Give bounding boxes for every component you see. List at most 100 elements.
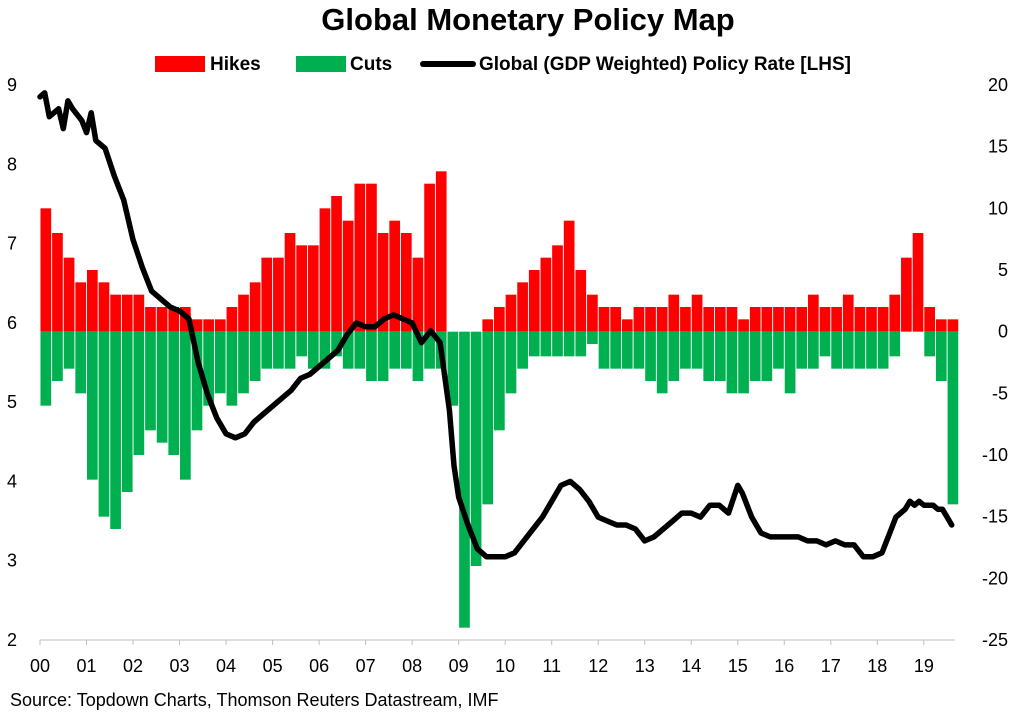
y-left-tick-label: 2 bbox=[7, 630, 17, 650]
x-tick-label: 02 bbox=[123, 656, 143, 676]
hikes-bar bbox=[86, 270, 98, 332]
hikes-bar bbox=[517, 282, 528, 332]
cuts-bar bbox=[633, 331, 645, 369]
hikes-bar bbox=[145, 307, 156, 332]
y-left-tick-label: 6 bbox=[7, 313, 17, 333]
cuts-bar bbox=[133, 331, 145, 455]
hikes-bar bbox=[633, 307, 645, 332]
x-tick-label: 19 bbox=[914, 656, 934, 676]
cuts-bar bbox=[575, 331, 587, 357]
cuts-bar bbox=[238, 331, 249, 394]
hikes-bar bbox=[284, 233, 296, 332]
cuts-bar bbox=[63, 331, 75, 369]
legend-label-policy-rate: Global (GDP Weighted) Policy Rate [LHS] bbox=[479, 54, 851, 75]
hikes-bar bbox=[354, 183, 366, 332]
hikes-bar bbox=[494, 307, 505, 332]
cuts-bar bbox=[273, 331, 284, 369]
hikes-bar bbox=[319, 208, 331, 332]
hikes-bar bbox=[819, 307, 831, 332]
cuts-bar bbox=[180, 331, 191, 480]
hikes-bar bbox=[342, 220, 354, 332]
hikes-bar bbox=[714, 307, 726, 332]
y-left-tick-label: 3 bbox=[7, 551, 17, 571]
y-right-tick-label: 20 bbox=[988, 75, 1008, 95]
cuts-bar bbox=[552, 331, 563, 357]
hikes-bar bbox=[307, 245, 319, 332]
hikes-bar bbox=[877, 307, 889, 332]
cuts-bar bbox=[854, 331, 866, 369]
y-right-tick-label: -25 bbox=[982, 630, 1008, 650]
chart-title: Global Monetary Policy Map bbox=[321, 2, 734, 37]
cuts-bar bbox=[749, 331, 761, 381]
y-right-tick-label: 5 bbox=[998, 260, 1008, 280]
hikes-bar bbox=[598, 307, 610, 332]
hikes-bar bbox=[121, 294, 133, 332]
cuts-bar bbox=[680, 331, 691, 369]
cuts-bar bbox=[714, 331, 726, 381]
hikes-bar bbox=[261, 257, 273, 332]
hikes-bar bbox=[889, 294, 901, 332]
cuts-bar bbox=[889, 331, 901, 357]
cuts-bar bbox=[842, 331, 854, 369]
hikes-bar bbox=[482, 319, 494, 332]
cuts-bar bbox=[784, 331, 796, 394]
cuts-bar bbox=[424, 331, 435, 369]
cuts-bar bbox=[517, 331, 528, 369]
hikes-bar bbox=[540, 257, 552, 332]
hikes-bar bbox=[784, 307, 796, 332]
legend-label-hikes: Hikes bbox=[210, 54, 261, 75]
cuts-bar bbox=[587, 331, 598, 344]
hikes-bar bbox=[214, 319, 226, 332]
hikes-bar bbox=[691, 294, 703, 332]
y-left-tick-label: 9 bbox=[7, 75, 17, 95]
cuts-bar bbox=[505, 331, 517, 394]
hikes-bar bbox=[331, 196, 342, 332]
hikes-bar bbox=[668, 294, 680, 332]
hikes-bar bbox=[505, 294, 517, 332]
x-tick-label: 11 bbox=[542, 656, 561, 676]
hikes-bar bbox=[749, 307, 761, 332]
hikes-bar bbox=[296, 245, 308, 332]
x-tick-label: 06 bbox=[309, 656, 329, 676]
hikes-bar bbox=[587, 294, 598, 332]
x-tick-label: 04 bbox=[216, 656, 236, 676]
cuts-bar bbox=[203, 331, 214, 406]
cuts-bar bbox=[307, 331, 319, 369]
hikes-bar bbox=[703, 307, 715, 332]
hikes-bar bbox=[424, 183, 435, 332]
cuts-bar bbox=[121, 331, 133, 492]
cuts-bar bbox=[563, 331, 575, 357]
cuts-bar bbox=[145, 331, 156, 431]
cuts-bar bbox=[249, 331, 261, 381]
cuts-bar bbox=[400, 331, 412, 369]
x-tick-label: 12 bbox=[588, 656, 608, 676]
x-tick-label: 13 bbox=[635, 656, 655, 676]
cuts-bar bbox=[226, 331, 238, 406]
cuts-bar bbox=[935, 331, 947, 381]
cuts-bar bbox=[366, 331, 377, 381]
hikes-bar bbox=[63, 257, 75, 332]
x-tick-label: 08 bbox=[402, 656, 422, 676]
cuts-bar bbox=[389, 331, 401, 369]
cuts-bar bbox=[342, 331, 354, 369]
hikes-bar bbox=[435, 171, 447, 332]
legend-swatch-cuts bbox=[296, 56, 346, 72]
hikes-bar bbox=[203, 319, 214, 332]
cuts-bar bbox=[866, 331, 877, 369]
hikes-bar bbox=[98, 282, 110, 332]
cuts-bar bbox=[656, 331, 668, 394]
y-right-tick-label: -20 bbox=[982, 568, 1008, 588]
legend: Hikes Cuts Global (GDP Weighted) Policy … bbox=[155, 54, 851, 75]
x-tick-label: 03 bbox=[170, 656, 190, 676]
x-tick-label: 01 bbox=[77, 656, 97, 676]
hikes-bar bbox=[400, 233, 412, 332]
hikes-bar bbox=[901, 257, 912, 332]
hikes-bar bbox=[912, 233, 924, 332]
x-tick-label: 17 bbox=[821, 656, 841, 676]
hikes-bar bbox=[796, 307, 808, 332]
cuts-bar bbox=[831, 331, 842, 369]
policy-rate-line bbox=[37, 90, 955, 560]
plot-area bbox=[37, 90, 959, 628]
legend-label-cuts: Cuts bbox=[350, 54, 392, 75]
